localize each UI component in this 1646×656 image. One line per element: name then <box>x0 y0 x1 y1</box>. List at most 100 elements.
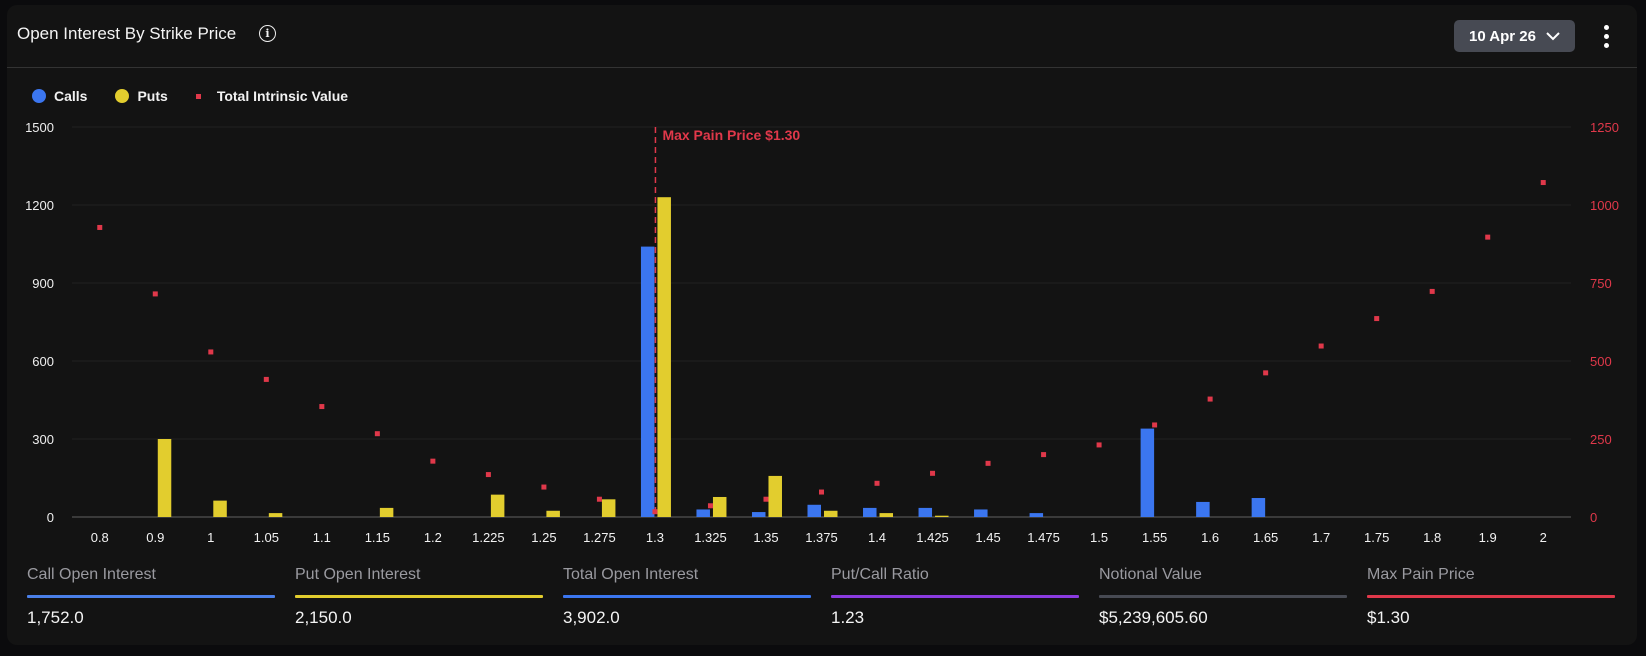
stat-label: Max Pain Price <box>1367 566 1475 583</box>
intrinsic-value-point <box>763 496 769 502</box>
x-tick-label: 1.65 <box>1253 530 1278 545</box>
stat-label: Notional Value <box>1099 566 1202 583</box>
stat-value: 2,150.0 <box>295 608 352 627</box>
x-tick-label: 1.375 <box>805 530 838 545</box>
x-tick-label: 1.3 <box>646 530 664 545</box>
stat-underline <box>563 595 811 598</box>
stat-max-pain: Max Pain Price $1.30 <box>1367 566 1615 628</box>
intrinsic-value-point <box>541 484 547 490</box>
intrinsic-value-point <box>596 496 602 502</box>
intrinsic-value-point <box>97 224 103 230</box>
intrinsic-value-point <box>1096 442 1102 448</box>
legend-calls-label: Calls <box>54 88 88 104</box>
intrinsic-value-point <box>874 480 880 486</box>
legend-intrinsic[interactable]: Total Intrinsic Value <box>195 88 348 104</box>
y-right-tick-label: 750 <box>1590 276 1612 291</box>
stat-put-oi: Put Open Interest 2,150.0 <box>295 566 543 628</box>
x-tick-label: 1.7 <box>1312 530 1330 545</box>
intrinsic-value-point <box>1485 234 1491 240</box>
x-tick-label: 1.05 <box>254 530 279 545</box>
chart-legend: Calls Puts Total Intrinsic Value <box>32 88 376 104</box>
y-right-tick-label: 1000 <box>1590 198 1619 213</box>
call-bar <box>807 504 821 517</box>
stat-value: $1.30 <box>1367 608 1410 627</box>
chevron-down-icon <box>1546 32 1560 41</box>
card-title: Open Interest By Strike Price <box>17 24 237 43</box>
put-bar <box>768 475 782 517</box>
put-bar <box>712 496 727 517</box>
intrinsic-value-point <box>1540 180 1546 186</box>
y-left-tick-label: 600 <box>32 354 54 369</box>
intrinsic-value-point <box>707 503 713 509</box>
open-interest-chart: 0 300 600 900 1200 1500 0 250 500 750 1000 1250 0.8 0… <box>25 120 1619 545</box>
intrinsic-value-point <box>374 431 380 437</box>
x-tick-label: 0.8 <box>91 530 109 545</box>
stat-label: Call Open Interest <box>27 566 156 583</box>
calls-dot-icon <box>32 89 46 103</box>
call-bar <box>974 509 988 517</box>
stat-value: 3,902.0 <box>563 608 620 627</box>
x-tick-label: 1.5 <box>1090 530 1108 545</box>
x-tick-label: 1 <box>207 530 214 545</box>
max-pain-label: Max Pain Price $1.30 <box>662 127 800 143</box>
intrinsic-value-point <box>1041 452 1047 458</box>
x-tick-label: 1.6 <box>1201 530 1219 545</box>
put-bar <box>879 513 894 517</box>
stat-underline <box>295 595 543 598</box>
stat-label: Put/Call Ratio <box>831 566 929 583</box>
x-tick-label: 1.9 <box>1479 530 1497 545</box>
more-options-icon[interactable] <box>1598 22 1614 50</box>
expiry-value: 10 Apr 26 <box>1469 27 1536 45</box>
header-divider <box>7 67 1637 68</box>
y-right-tick-label: 250 <box>1590 432 1612 447</box>
x-tick-label: 1.25 <box>531 530 556 545</box>
legend-calls[interactable]: Calls <box>32 88 87 104</box>
call-bar <box>696 509 710 517</box>
info-icon[interactable]: i <box>259 25 276 42</box>
call-bar <box>1251 498 1266 517</box>
stats-row: Call Open Interest 1,752.0 Put Open Inter… <box>27 566 1615 628</box>
intrinsic-value-point <box>1263 370 1269 376</box>
x-tick-label: 1.1 <box>313 530 331 545</box>
stat-value: $5,239,605.60 <box>1099 608 1208 627</box>
intrinsic-value-point <box>819 489 824 495</box>
call-bar <box>1029 513 1044 517</box>
y-left-tick-label: 1200 <box>25 198 54 213</box>
put-bar <box>379 507 394 517</box>
legend-puts[interactable]: Puts <box>115 88 168 104</box>
put-bar <box>213 500 227 517</box>
stat-underline <box>1367 595 1615 598</box>
put-bar <box>546 510 560 517</box>
x-tick-label: 1.35 <box>753 530 778 545</box>
stat-call-oi: Call Open Interest 1,752.0 <box>27 566 275 628</box>
x-tick-label: 1.4 <box>868 530 886 545</box>
legend-puts-label: Puts <box>137 88 168 104</box>
x-tick-label: 1.55 <box>1142 530 1167 545</box>
put-bar <box>490 494 505 517</box>
intrinsic-value-point <box>430 458 436 464</box>
x-tick-label: 1.45 <box>975 530 1000 545</box>
x-tick-label: 2 <box>1540 530 1547 545</box>
stat-value: 1,752.0 <box>27 608 84 627</box>
y-right-tick-label: 500 <box>1590 354 1612 369</box>
x-tick-label: 1.15 <box>365 530 390 545</box>
stat-underline <box>831 595 1079 598</box>
intrinsic-value-point <box>208 349 214 355</box>
x-tick-label: 1.275 <box>583 530 616 545</box>
call-bar <box>640 246 655 517</box>
expiry-dropdown[interactable]: 10 Apr 26 <box>1454 20 1575 52</box>
intrinsic-value-point <box>485 472 491 478</box>
intrinsic-value-point <box>263 376 269 382</box>
x-tick-label: 1.8 <box>1423 530 1441 545</box>
x-tick-label: 1.225 <box>472 530 505 545</box>
stat-value: 1.23 <box>831 608 865 627</box>
x-tick-label: 1.75 <box>1364 530 1389 545</box>
intrinsic-value-point <box>1374 316 1380 322</box>
stat-label: Total Open Interest <box>563 566 699 583</box>
intrinsic-value-point <box>1429 288 1435 294</box>
x-tick-label: 0.9 <box>146 530 164 545</box>
stat-underline <box>1099 595 1347 598</box>
put-bar <box>268 513 283 517</box>
y-left-tick-label: 0 <box>47 510 54 525</box>
x-tick-label: 1.325 <box>694 530 727 545</box>
